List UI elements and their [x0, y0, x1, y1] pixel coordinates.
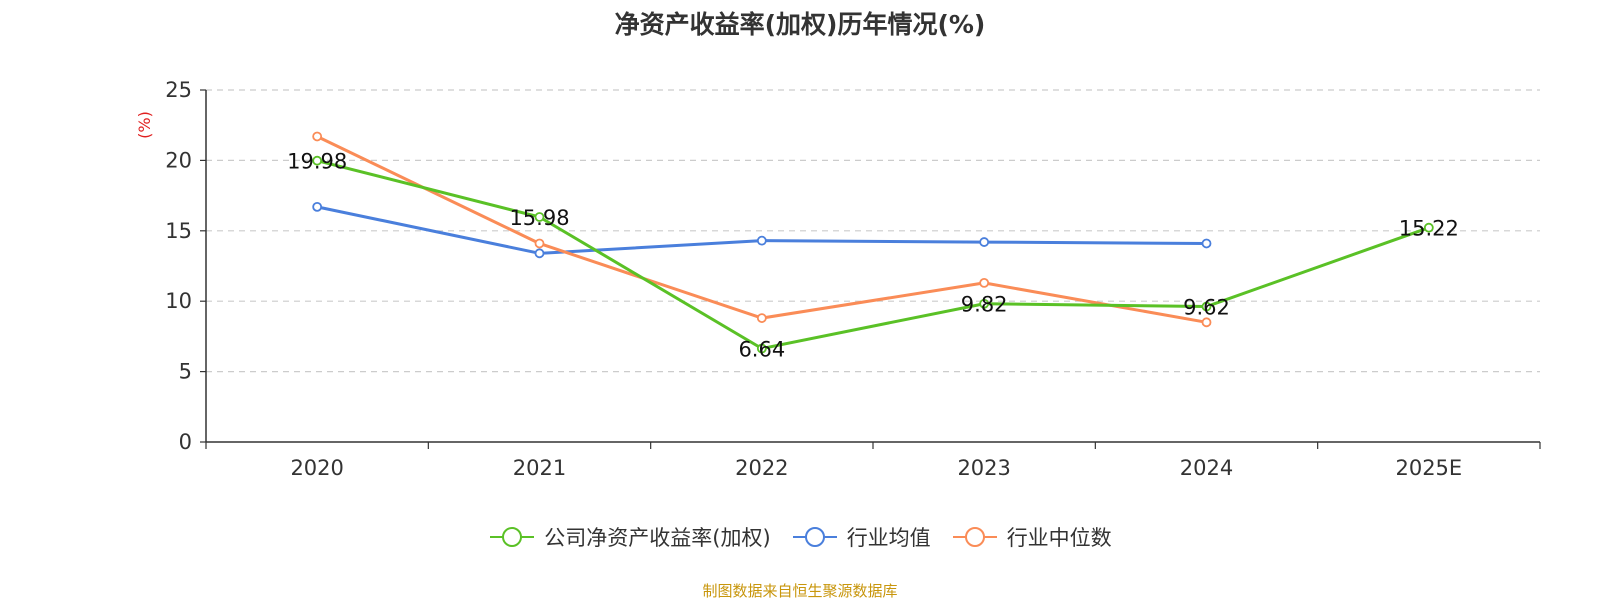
x-tick-label: 2021	[513, 456, 566, 480]
data-label: 15.98	[509, 206, 569, 230]
x-tick-label: 2024	[1180, 456, 1233, 480]
data-point	[1201, 238, 1212, 249]
series-line	[316, 159, 1430, 351]
data-point	[979, 298, 990, 309]
legend-item[interactable]: 公司净资产收益率(加权)	[488, 522, 771, 552]
data-label: 15.22	[1399, 217, 1459, 241]
legend-label: 行业均值	[846, 526, 931, 550]
series-line	[316, 135, 1207, 324]
data-point	[756, 343, 767, 354]
data-label: 6.64	[738, 338, 785, 362]
legend-item[interactable]: 行业中位数	[951, 522, 1112, 552]
x-tick-label: 2023	[957, 456, 1010, 480]
y-tick-label: 10	[165, 289, 192, 313]
data-point	[534, 248, 545, 259]
y-tick-label: 0	[179, 430, 192, 454]
source-note: 制图数据来自恒生聚源数据库	[702, 582, 898, 600]
data-label: 9.62	[1183, 296, 1230, 320]
legend: 公司净资产收益率(加权) 行业均值 行业中位数	[0, 522, 1600, 552]
data-point	[534, 238, 545, 249]
data-point	[979, 237, 990, 247]
data-point	[756, 313, 767, 323]
data-point	[1423, 222, 1434, 233]
data-point	[979, 277, 990, 288]
legend-label: 公司净资产收益率(加权)	[544, 526, 771, 550]
data-label: 19.98	[287, 150, 347, 174]
chart-title: 净资产收益率(加权)历年情况(%)	[614, 10, 986, 39]
data-point	[312, 201, 323, 212]
legend-marker-icon	[952, 527, 997, 547]
legend-marker-icon	[490, 527, 535, 547]
line-chart: 0 5 10 15 20 25 (%) 2020 2021 2022 2023 2024 2025E 19…	[135, 78, 1541, 480]
data-point	[312, 155, 323, 166]
x-tick-label: 2020	[290, 456, 343, 480]
y-axis-label: (%)	[135, 111, 154, 139]
data-point	[756, 235, 767, 246]
data-point	[1201, 301, 1212, 312]
data-label: 9.82	[961, 293, 1008, 317]
y-tick-label: 15	[165, 219, 192, 243]
data-point	[312, 131, 323, 142]
legend-marker-icon	[792, 527, 837, 547]
y-tick-label: 5	[179, 360, 192, 384]
x-tick-label: 2022	[735, 456, 788, 480]
data-point	[534, 212, 545, 222]
series-line	[316, 205, 1207, 255]
legend-item[interactable]: 行业均值	[791, 522, 931, 552]
y-tick-label: 25	[165, 78, 192, 102]
x-tick-label: 2025E	[1395, 456, 1462, 480]
data-point	[1201, 317, 1212, 328]
y-tick-label: 20	[165, 148, 192, 172]
legend-label: 行业中位数	[1006, 526, 1112, 550]
